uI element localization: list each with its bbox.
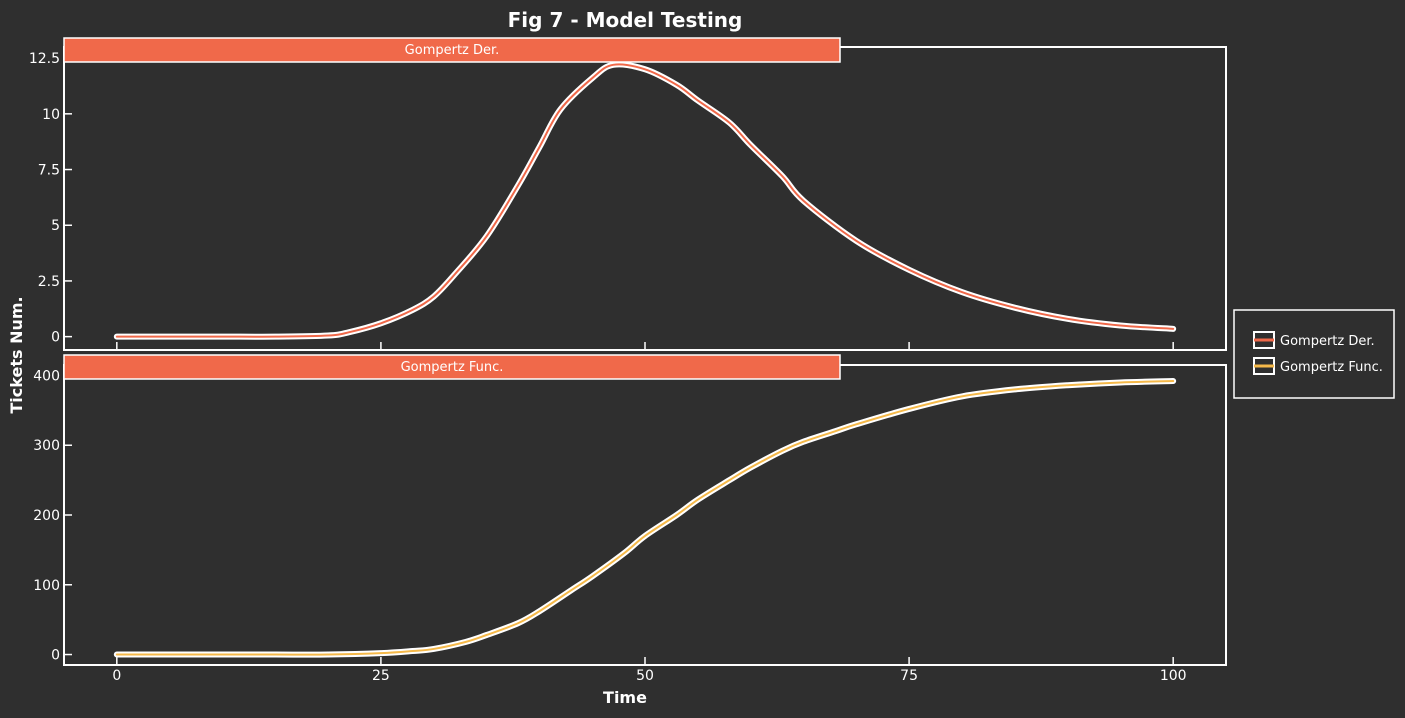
legend-entry: Gompertz Func. bbox=[1280, 360, 1383, 375]
y-tick-label: 200 bbox=[33, 508, 60, 524]
panel-frame bbox=[63, 46, 1227, 351]
x-tick-label: 50 bbox=[636, 668, 654, 684]
y-tick-label: 400 bbox=[33, 368, 60, 384]
x-tick-label: 75 bbox=[900, 668, 918, 684]
series-line bbox=[115, 380, 1175, 656]
panel-label: Gompertz Der. bbox=[405, 43, 500, 58]
panel-label-bar bbox=[63, 354, 841, 380]
y-tick-label: 100 bbox=[33, 578, 60, 594]
y-tick-label: 2.5 bbox=[38, 274, 60, 290]
y-tick-label: 7.5 bbox=[38, 163, 60, 179]
y-axis-label: Tickets Num. bbox=[7, 296, 26, 413]
y-tick-label: 0 bbox=[51, 648, 60, 664]
series-line-outline bbox=[113, 378, 1177, 658]
function-panel: 0 100 200 300 400 0 25 50 75 100 Gompertz Func. bbox=[33, 354, 1227, 684]
panel-label-bar bbox=[63, 37, 841, 63]
series-line-outline bbox=[113, 61, 1177, 340]
x-tick-label: 25 bbox=[372, 668, 390, 684]
x-axis-label: Time bbox=[603, 688, 647, 707]
y-tick-label: 0 bbox=[51, 330, 60, 346]
chart-title: Fig 7 - Model Testing bbox=[508, 8, 743, 32]
y-tick-label: 300 bbox=[33, 438, 60, 454]
legend-frame bbox=[1233, 309, 1395, 399]
panel-label: Gompertz Func. bbox=[401, 360, 504, 375]
x-tick-label: 100 bbox=[1160, 668, 1187, 684]
y-tick-label: 5 bbox=[51, 218, 60, 234]
legend: Gompertz Der. Gompertz Func. bbox=[1233, 309, 1395, 399]
plot-area: 0 2.5 5 7.5 10 12.5 Gompertz Der. 0 100 200 300 400… bbox=[29, 37, 1227, 684]
legend-entry: Gompertz Der. bbox=[1280, 334, 1375, 349]
y-tick-label: 10 bbox=[42, 107, 60, 123]
panel-frame bbox=[63, 364, 1227, 666]
x-tick-label: 0 bbox=[112, 668, 121, 684]
y-tick-label: 12.5 bbox=[29, 51, 60, 67]
series-line bbox=[115, 63, 1175, 338]
derivative-panel: 0 2.5 5 7.5 10 12.5 Gompertz Der. bbox=[29, 37, 1227, 351]
